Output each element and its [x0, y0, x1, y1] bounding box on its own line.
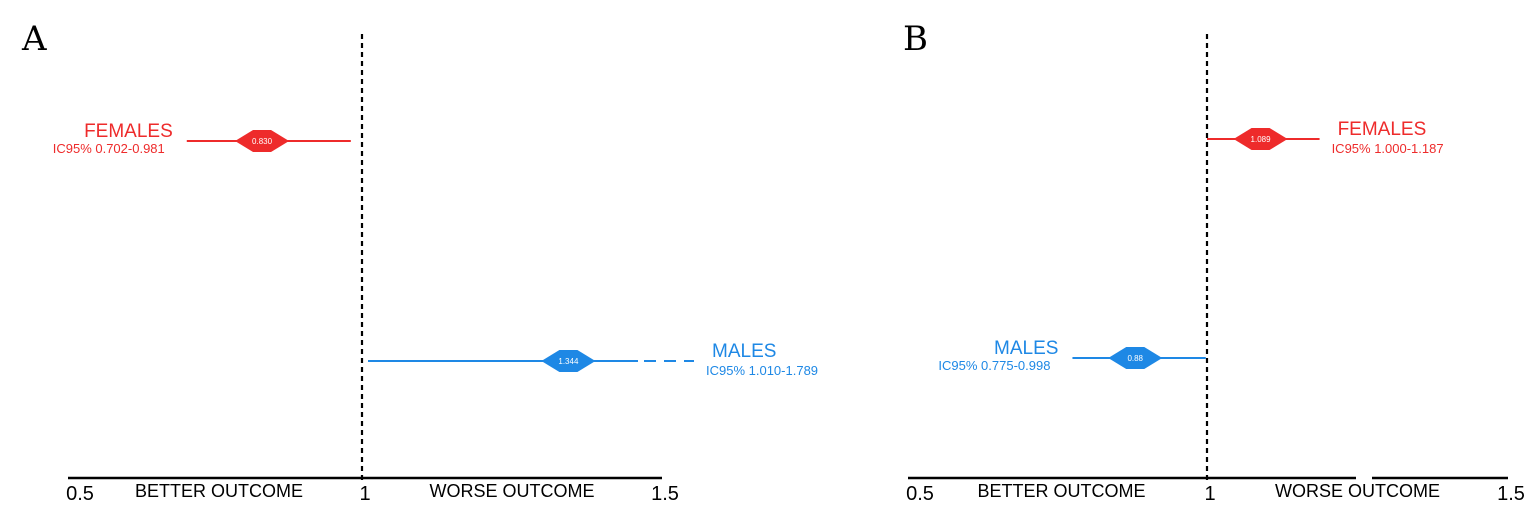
- estimate-value-label: 1.089: [1251, 135, 1272, 144]
- ci-text-label: IC95% 0.702-0.981: [53, 141, 165, 156]
- panel-b: B 0.5 1 1.5 BETTER OUTCOME WORSE OUTCOME 1.089…: [903, 19, 1525, 505]
- better-outcome-label: BETTER OUTCOME: [977, 481, 1145, 501]
- group-name-label: MALES: [994, 338, 1058, 359]
- ci-text-label: IC95% 1.000-1.187: [1332, 141, 1444, 156]
- panel-letter: A: [21, 19, 47, 59]
- estimate-diamond: [1108, 347, 1163, 369]
- tick-label: 1: [1204, 483, 1215, 505]
- ci-text-label: IC95% 1.010-1.789: [706, 363, 818, 378]
- tick-label: 1.5: [651, 483, 679, 505]
- worse-outcome-label: WORSE OUTCOME: [1275, 481, 1440, 501]
- tick-label: 0.5: [906, 483, 934, 505]
- group-name-label: FEMALES: [84, 121, 173, 142]
- tick-label: 1.5: [1497, 483, 1525, 505]
- worse-outcome-label: WORSE OUTCOME: [430, 481, 595, 501]
- panel-a: A 0.5 1 1.5 BETTER OUTCOME WORSE OUTCOME 0.830…: [21, 19, 818, 505]
- panel-letter: B: [903, 19, 928, 59]
- estimate-value-label: 1.344: [558, 357, 579, 366]
- tick-label: 0.5: [66, 483, 94, 505]
- group-name-label: FEMALES: [1338, 119, 1427, 140]
- estimate-value-label: 0.88: [1127, 354, 1143, 363]
- estimate-diamond: [235, 130, 290, 152]
- ci-text-label: IC95% 0.775-0.998: [938, 358, 1050, 373]
- estimate-diamond: [1233, 128, 1288, 150]
- estimate-diamond: [541, 350, 596, 372]
- better-outcome-label: BETTER OUTCOME: [135, 481, 303, 501]
- estimate-value-label: 0.830: [252, 137, 273, 146]
- tick-label: 1: [359, 483, 370, 505]
- group-name-label: MALES: [712, 341, 776, 362]
